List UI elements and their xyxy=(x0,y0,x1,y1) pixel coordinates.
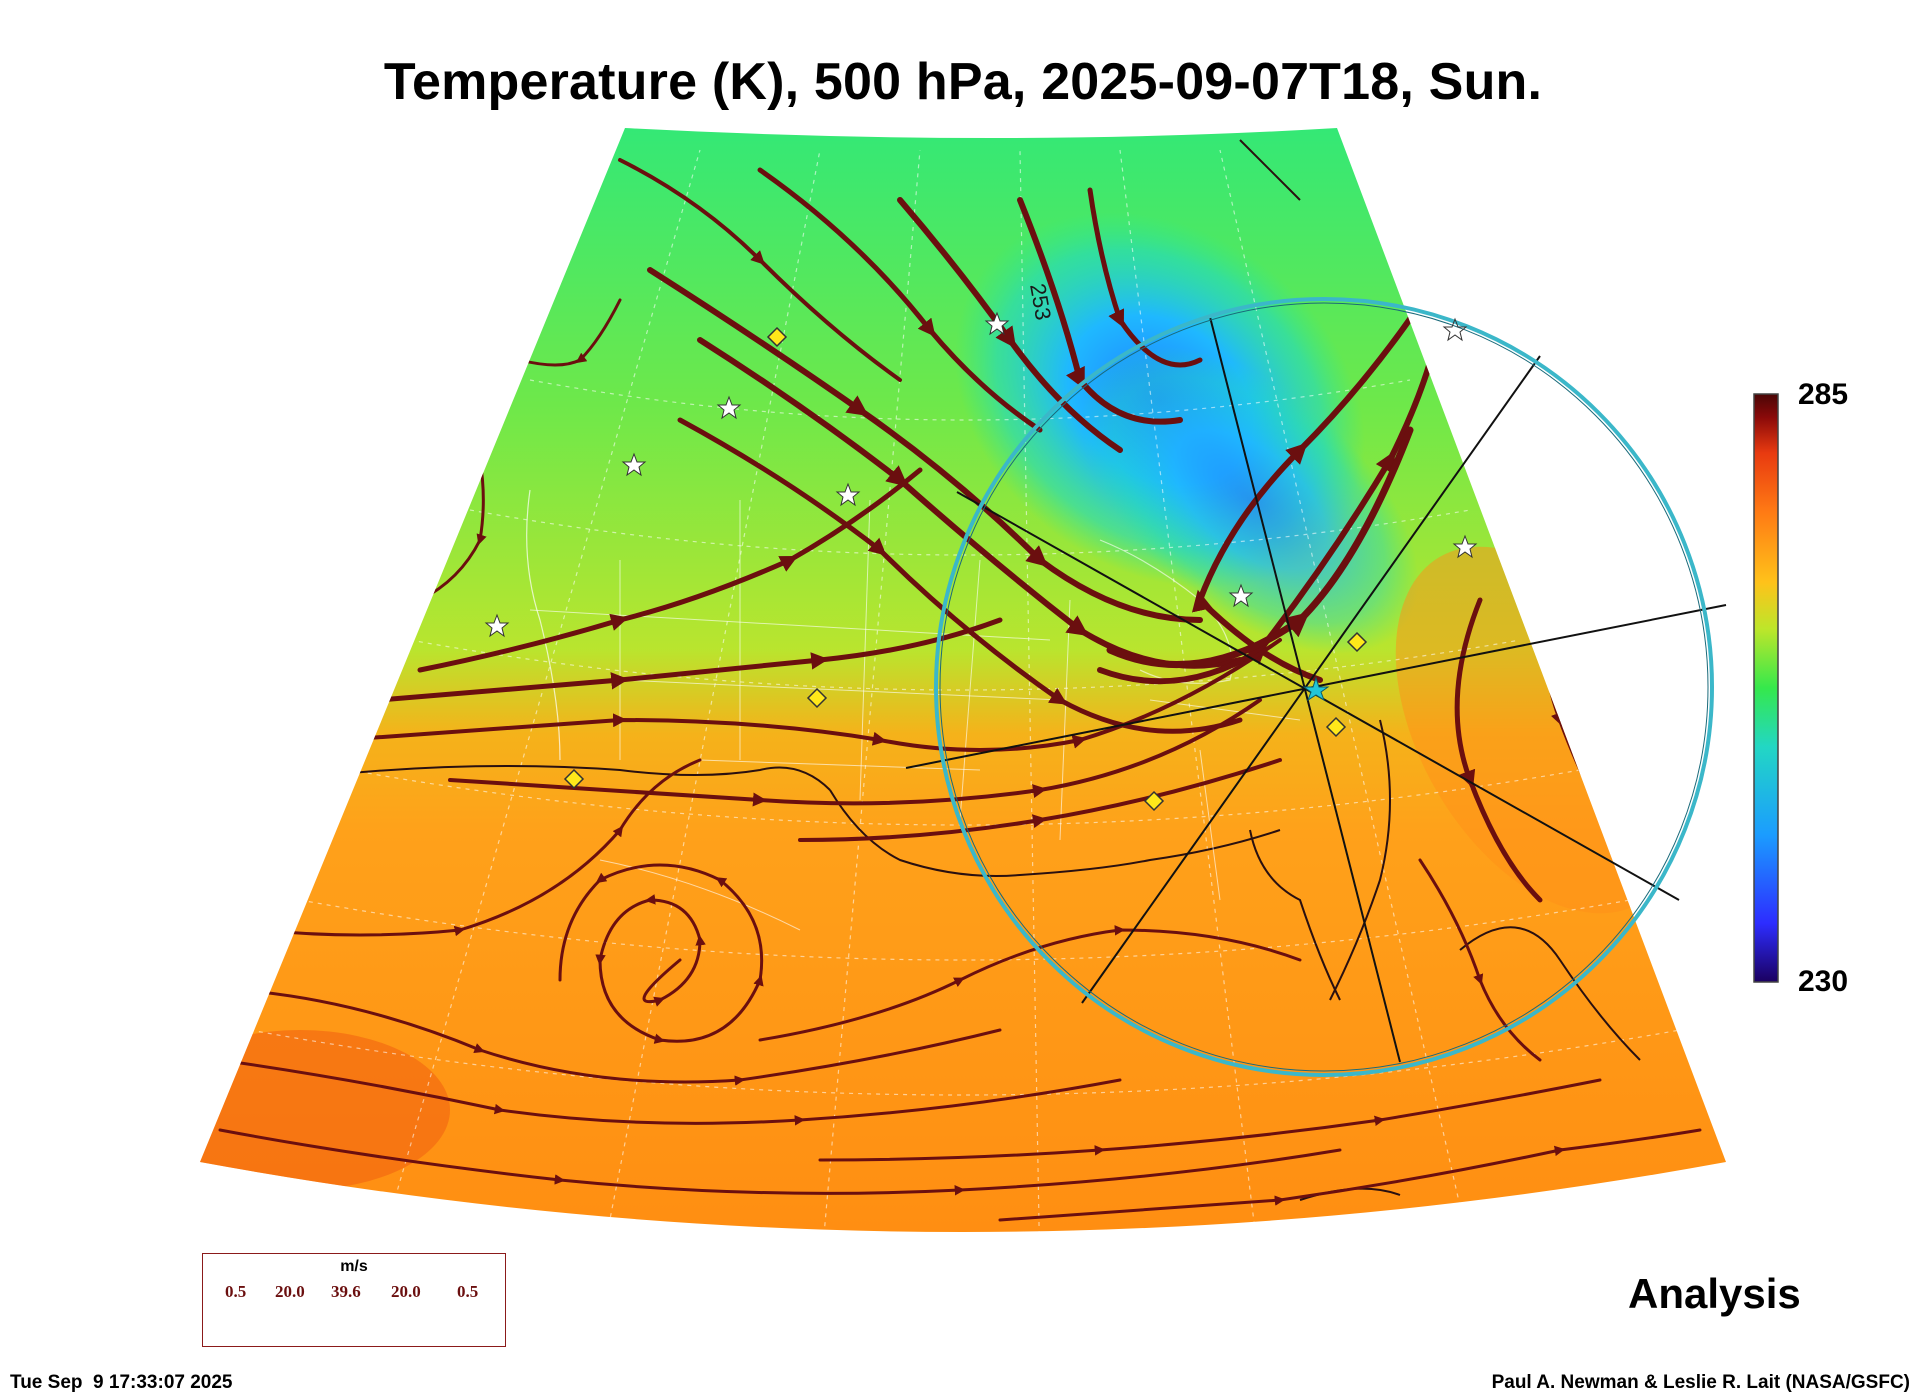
legend-value: 20.0 xyxy=(275,1282,305,1301)
timestamp: Tue Sep 9 17:33:07 2025 xyxy=(10,1372,233,1393)
streamline xyxy=(1097,317,1443,685)
streamline xyxy=(338,638,1282,752)
coastlines xyxy=(329,139,1641,1201)
diamond-icon xyxy=(1325,716,1347,738)
star-icon xyxy=(984,311,1010,336)
legend-value: 39.6 xyxy=(331,1282,361,1301)
streamline xyxy=(1454,597,1543,903)
legend-unit: m/s xyxy=(340,1258,368,1275)
colorbar xyxy=(1753,393,1779,983)
temperature-field xyxy=(200,128,1726,1232)
streamline xyxy=(218,1058,1122,1126)
credit: Paul A. Newman & Leslie R. Lait (NASA/GS… xyxy=(1491,1372,1910,1393)
streamline xyxy=(798,758,1282,842)
diamond-icon xyxy=(563,768,585,790)
streamline xyxy=(258,758,702,937)
streamline xyxy=(1106,426,1414,668)
star-icon xyxy=(621,452,647,477)
station-stars xyxy=(484,311,1478,638)
streamline xyxy=(448,698,1262,807)
range-circle-inner xyxy=(939,302,1709,1072)
streamline xyxy=(1418,858,1542,1062)
star-icon xyxy=(835,482,861,507)
streamline xyxy=(1087,187,1203,368)
star-icon xyxy=(1228,583,1254,608)
colorbar-max-label: 285 xyxy=(1798,378,1849,411)
streamline xyxy=(1017,197,1183,425)
star-icon xyxy=(716,395,742,420)
streamline xyxy=(758,925,1302,1042)
streamline xyxy=(897,197,1123,453)
legend-value: 0.5 xyxy=(457,1282,479,1301)
diamond-icon xyxy=(766,326,788,348)
legend-value: 20.0 xyxy=(391,1282,421,1301)
star-icon xyxy=(484,613,510,638)
streamline xyxy=(818,1078,1602,1162)
diamond-icon xyxy=(806,687,828,709)
wind-streamlines xyxy=(218,158,1702,1222)
streamline xyxy=(558,863,764,1044)
star-icon xyxy=(1442,317,1468,342)
station-diamonds xyxy=(563,326,1368,812)
product-label: Analysis xyxy=(1628,1270,1801,1317)
streamline xyxy=(677,417,1243,734)
streamline xyxy=(417,467,923,673)
streamline xyxy=(218,1128,1342,1196)
streamline xyxy=(1616,658,1692,922)
streamline xyxy=(238,988,1002,1086)
streamline xyxy=(618,158,902,382)
streamline xyxy=(518,298,622,367)
star-icon xyxy=(1452,534,1478,559)
diamond-icon xyxy=(1346,631,1368,653)
wind-legend: m/s 0.5 20.0 39.6 20.0 0.5 xyxy=(202,1253,506,1347)
map-title: Temperature (K), 500 hPa, 2025-09-07T18,… xyxy=(383,53,1543,111)
range-circle xyxy=(934,297,1714,1077)
legend-value: 0.5 xyxy=(225,1282,247,1301)
colorbar-min-label: 230 xyxy=(1798,965,1849,998)
streamline xyxy=(377,617,1003,703)
streamline xyxy=(998,1128,1702,1222)
diamond-icon xyxy=(1143,790,1165,812)
center-marker xyxy=(1302,676,1330,702)
